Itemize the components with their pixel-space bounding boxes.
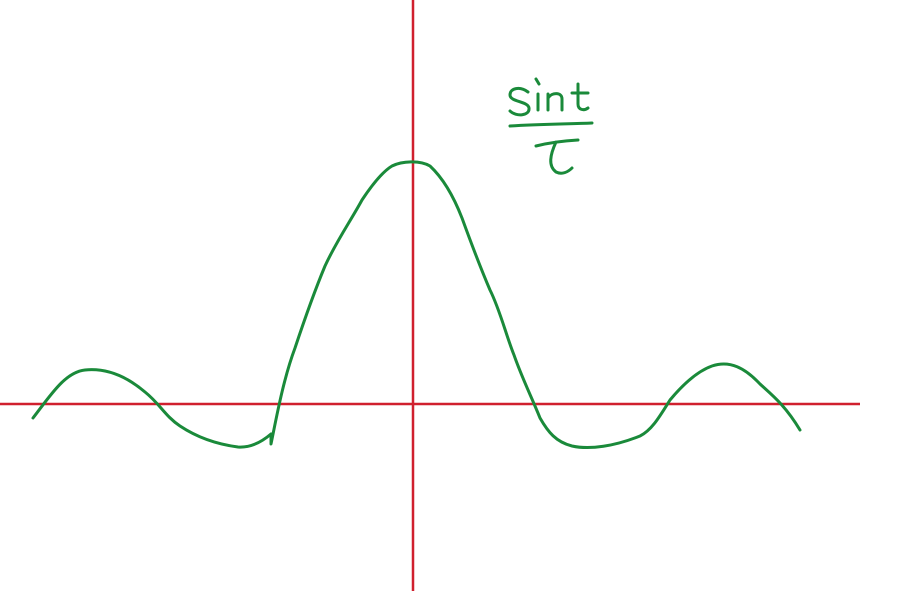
- label-letter-t: [570, 82, 590, 112]
- fraction-bar: [508, 121, 594, 128]
- label-denominator-t: [534, 138, 580, 175]
- label-letter-i-dot: [534, 77, 541, 86]
- curve-label: [508, 77, 594, 175]
- sinc-curve: [31, 160, 802, 450]
- label-letter-s: [508, 86, 531, 117]
- label-denominator-text: t: [556, 158, 557, 161]
- label-letter-n: [546, 92, 564, 112]
